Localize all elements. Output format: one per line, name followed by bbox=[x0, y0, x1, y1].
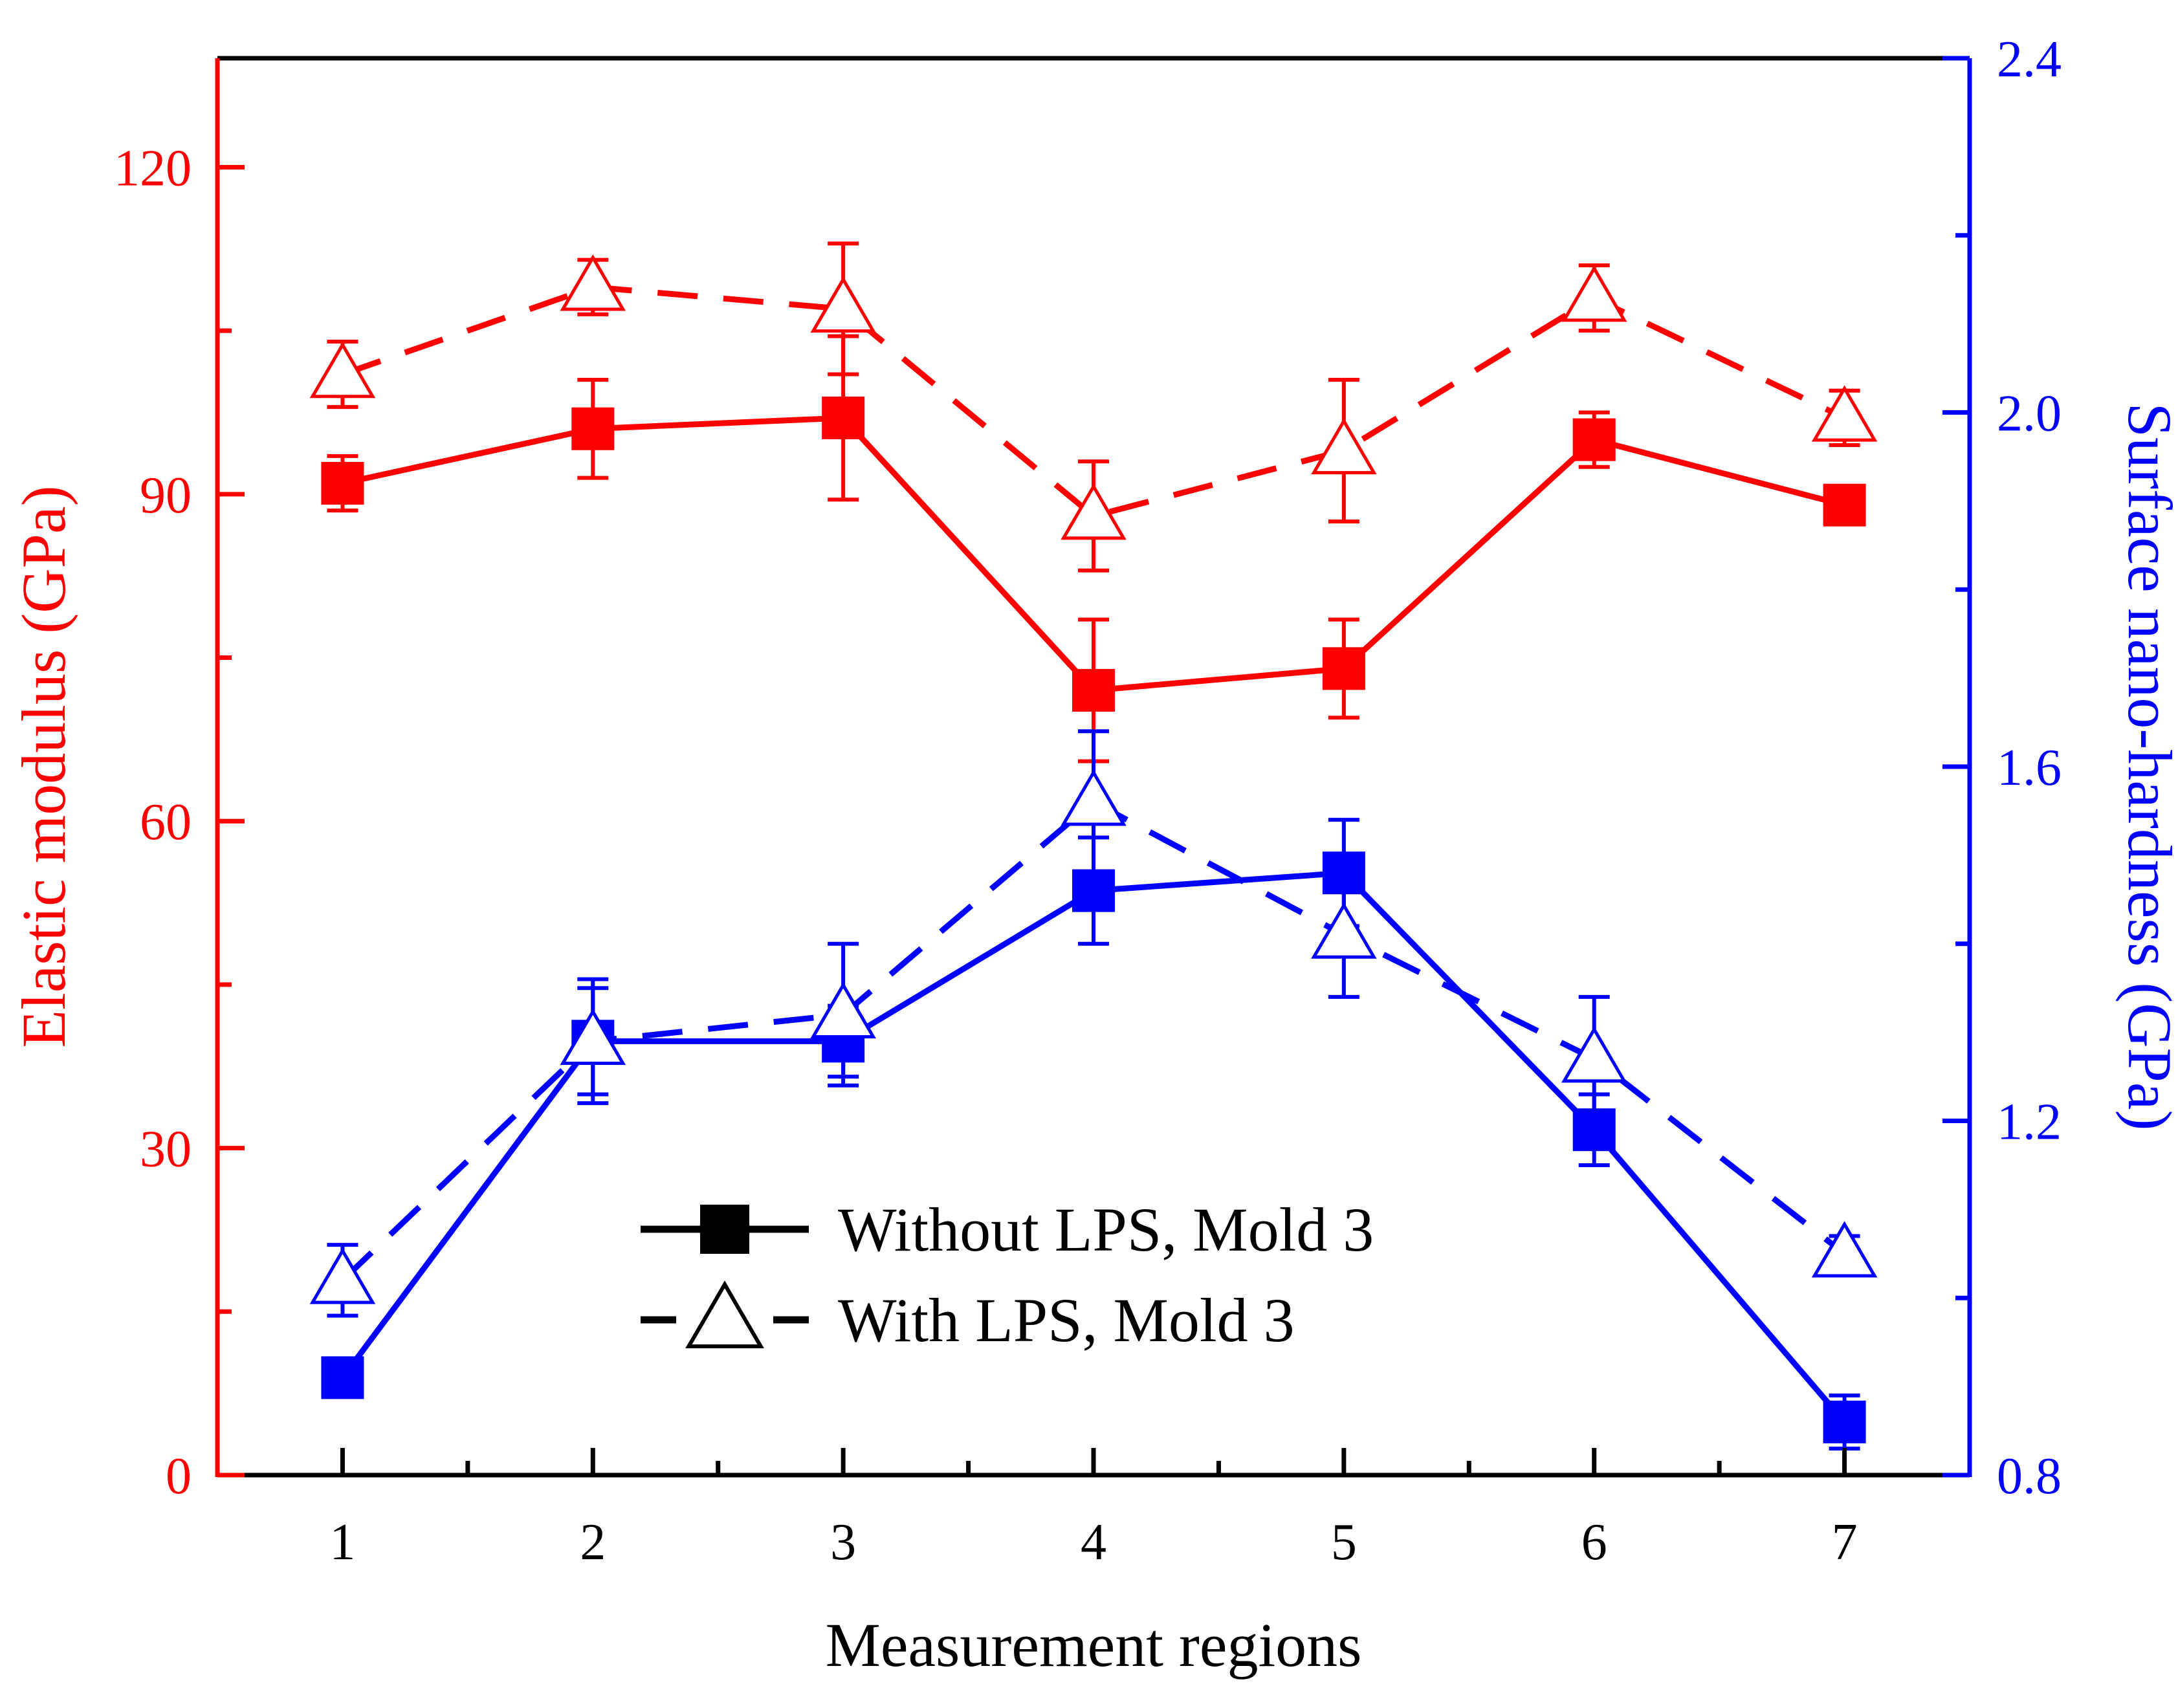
right-tick-label: 2.4 bbox=[1997, 31, 2062, 88]
triangle-marker bbox=[1061, 769, 1127, 826]
square-marker bbox=[321, 462, 364, 505]
left-tick-label: 0 bbox=[166, 1448, 192, 1505]
square-marker bbox=[1072, 869, 1115, 912]
left-tick-label: 30 bbox=[140, 1121, 192, 1178]
triangle-marker bbox=[810, 981, 876, 1038]
right-tick-label: 2.0 bbox=[1997, 386, 2062, 443]
legend-label-with-lps: With LPS, Mold 3 bbox=[838, 1286, 1295, 1355]
x-axis-label: Measurement regions bbox=[825, 1610, 1361, 1680]
left-tick-label: 90 bbox=[140, 467, 192, 524]
square-marker bbox=[1823, 483, 1866, 527]
legend-entry-with-lps: With LPS, Mold 3 bbox=[641, 1280, 1295, 1355]
left-tick-label: 60 bbox=[140, 794, 192, 851]
right-tick-label: 0.8 bbox=[1997, 1448, 2062, 1505]
legend: Without LPS, Mold 3 With LPS, Mold 3 bbox=[641, 1195, 1374, 1355]
left-axis-label: Elastic modulus (GPa) bbox=[9, 485, 78, 1047]
series-3-right-open-triangle bbox=[309, 729, 1878, 1318]
legend-entry-without-lps: Without LPS, Mold 3 bbox=[641, 1195, 1374, 1264]
series-0-left-filled-square bbox=[321, 334, 1866, 763]
triangle-marker bbox=[1561, 1026, 1627, 1083]
square-marker bbox=[822, 396, 865, 439]
x-tick-label: 1 bbox=[329, 1514, 355, 1571]
square-marker bbox=[1823, 1400, 1866, 1443]
triangle-marker bbox=[1561, 265, 1627, 322]
series-1-left-open-triangle bbox=[309, 241, 1878, 573]
x-tick-label: 4 bbox=[1081, 1514, 1106, 1571]
axes-layer: Measurement regions Elastic modulus (GPa… bbox=[9, 31, 2178, 1680]
triangle-marker bbox=[309, 1247, 376, 1304]
left-tick-label: 120 bbox=[114, 140, 192, 197]
square-marker bbox=[1072, 669, 1115, 712]
square-marker bbox=[1322, 647, 1365, 690]
series-layer bbox=[309, 241, 1878, 1451]
right-axis-label: Surface nano-hardness (GPa) bbox=[2115, 403, 2178, 1131]
right-tick-label: 1.6 bbox=[1997, 739, 2062, 796]
x-tick-label: 2 bbox=[580, 1514, 606, 1571]
triangle-marker bbox=[1311, 417, 1377, 475]
triangle-marker bbox=[1811, 385, 1878, 442]
triangle-marker bbox=[309, 341, 376, 399]
plot-frame bbox=[215, 56, 1972, 1478]
x-tick-label: 7 bbox=[1832, 1514, 1858, 1571]
square-marker bbox=[1572, 418, 1616, 461]
square-marker bbox=[571, 407, 615, 450]
triangle-marker bbox=[1811, 1221, 1878, 1278]
x-tick-label: 3 bbox=[830, 1514, 856, 1571]
legend-filled-square-marker bbox=[700, 1205, 749, 1254]
triangle-marker bbox=[1061, 483, 1127, 540]
triangle-marker bbox=[810, 276, 876, 333]
triangle-marker bbox=[560, 1008, 626, 1066]
triangle-marker bbox=[1311, 902, 1377, 959]
square-marker bbox=[321, 1356, 364, 1399]
right-tick-label: 1.2 bbox=[1997, 1094, 2062, 1151]
x-tick-label: 5 bbox=[1331, 1514, 1357, 1571]
legend-label-without-lps: Without LPS, Mold 3 bbox=[838, 1195, 1374, 1264]
triangle-marker bbox=[560, 254, 626, 311]
x-tick-label: 6 bbox=[1581, 1514, 1607, 1571]
legend-open-triangle-marker bbox=[685, 1280, 764, 1349]
